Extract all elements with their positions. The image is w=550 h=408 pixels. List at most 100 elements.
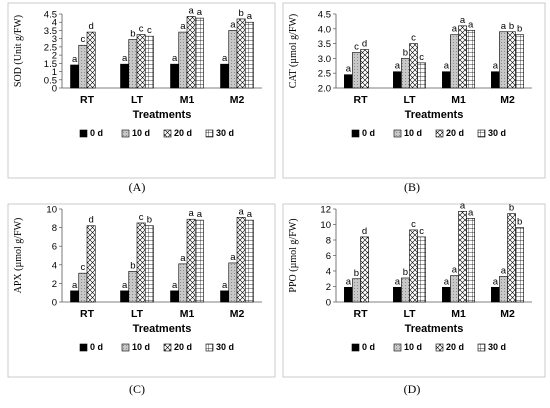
significance-label: c bbox=[139, 24, 144, 35]
bar-rt-20d bbox=[86, 225, 96, 303]
legend-swatch bbox=[351, 343, 360, 352]
significance-label: a bbox=[172, 53, 178, 64]
significance-label: b bbox=[517, 24, 522, 35]
y-tick-label: 0.5 bbox=[44, 75, 57, 86]
legend-entry: 30 d bbox=[488, 128, 506, 138]
y-tick-label: 3.5 bbox=[44, 26, 57, 37]
legend: 0 d 10 d 20 d 30 d bbox=[79, 128, 234, 138]
bar-m1-10d bbox=[450, 34, 459, 89]
bar-lt-0d bbox=[393, 71, 402, 89]
bar-m2-20d bbox=[507, 31, 516, 89]
y-tick-label: 8 bbox=[326, 236, 331, 247]
legend-swatch bbox=[205, 343, 214, 352]
significance-label: a bbox=[222, 280, 228, 291]
bar-lt-0d bbox=[393, 286, 402, 303]
legend-swatch bbox=[121, 129, 130, 138]
legend-swatch bbox=[477, 129, 486, 138]
bar-m2-0d bbox=[220, 63, 230, 89]
category-label: LT bbox=[131, 308, 144, 320]
legend-swatch bbox=[121, 343, 130, 352]
bar-lt-30d bbox=[417, 236, 426, 303]
bar-rt-0d bbox=[70, 64, 80, 89]
significance-label: a bbox=[122, 53, 128, 64]
bar-rt-10d bbox=[352, 278, 361, 303]
y-tick-label: 2 bbox=[326, 282, 331, 293]
y-tick-label: 4 bbox=[52, 260, 57, 271]
significance-label: b bbox=[238, 8, 243, 19]
y-tick-label: 4 bbox=[52, 18, 57, 29]
legend: 0 d 10 d 20 d 30 d bbox=[351, 342, 506, 352]
bar-lt-0d bbox=[120, 63, 130, 89]
y-tick-label: 6 bbox=[52, 242, 57, 253]
bar-m1-30d bbox=[466, 29, 475, 89]
legend-entry: 20 d bbox=[174, 128, 192, 138]
bar-m1-0d bbox=[170, 63, 180, 89]
category-label: M2 bbox=[500, 308, 515, 320]
significance-label: a bbox=[230, 252, 236, 263]
bar-lt-10d bbox=[401, 58, 410, 89]
significance-label: b bbox=[509, 203, 514, 214]
y-tick-label: 2.5 bbox=[44, 42, 57, 53]
legend-swatch bbox=[163, 129, 172, 138]
category-label: RT bbox=[354, 308, 369, 320]
significance-label: a bbox=[122, 280, 128, 291]
significance-label: a bbox=[230, 19, 236, 30]
significance-label: c bbox=[81, 262, 86, 273]
y-tick-label: 2.0 bbox=[318, 84, 331, 95]
legend-entry: 10 d bbox=[132, 342, 150, 352]
y-tick-label: 10 bbox=[46, 205, 57, 216]
bar-lt-30d bbox=[144, 35, 154, 89]
significance-label: a bbox=[172, 280, 178, 291]
y-tick-label: 10 bbox=[320, 220, 331, 231]
legend-entry: 30 d bbox=[216, 128, 234, 138]
significance-label: a bbox=[222, 53, 228, 64]
bar-m2-10d bbox=[499, 31, 508, 89]
significance-label: a bbox=[493, 61, 499, 72]
bar-m1-10d bbox=[178, 263, 188, 303]
legend-entry: 10 d bbox=[404, 342, 422, 352]
category-label: M2 bbox=[230, 308, 245, 320]
y-tick-label: 2 bbox=[52, 51, 57, 62]
bar-rt-10d bbox=[352, 52, 361, 89]
legend-swatch bbox=[205, 129, 214, 138]
legend-entry: 10 d bbox=[132, 128, 150, 138]
significance-label: d bbox=[362, 226, 367, 237]
significance-label: a bbox=[468, 207, 474, 218]
bar-rt-0d bbox=[344, 74, 353, 89]
bar-lt-10d bbox=[128, 39, 138, 89]
significance-label: a bbox=[197, 7, 203, 18]
bar-m1-0d bbox=[170, 290, 180, 303]
significance-label: a bbox=[452, 24, 458, 35]
y-tick-label: 2 bbox=[52, 279, 57, 290]
significance-label: c bbox=[354, 41, 359, 52]
legend-entry: 20 d bbox=[446, 128, 464, 138]
bar-m1-10d bbox=[450, 275, 459, 303]
bar-m2-10d bbox=[228, 262, 238, 303]
y-tick-label: 1 bbox=[52, 67, 57, 78]
bar-rt-20d bbox=[360, 236, 369, 303]
bar-lt-20d bbox=[136, 222, 146, 303]
bar-m1-20d bbox=[186, 16, 196, 89]
legend: 0 d 10 d 20 d 30 d bbox=[351, 128, 506, 138]
significance-label: a bbox=[346, 64, 352, 75]
bar-rt-20d bbox=[86, 31, 96, 89]
significance-label: a bbox=[238, 206, 244, 217]
significance-label: d bbox=[88, 21, 93, 32]
significance-label: a bbox=[444, 61, 450, 72]
y-tick-label: 12 bbox=[320, 205, 331, 216]
x-axis-title: Treatments bbox=[405, 109, 464, 121]
bar-m1-20d bbox=[186, 218, 196, 303]
legend-entry: 20 d bbox=[174, 342, 192, 352]
legend-entry: 0 d bbox=[362, 342, 375, 352]
significance-label: c bbox=[147, 25, 152, 36]
bar-m2-30d bbox=[515, 227, 524, 303]
panel-caption: (B) bbox=[404, 180, 420, 194]
significance-label: c bbox=[419, 52, 424, 63]
significance-label: d bbox=[362, 39, 367, 50]
bar-m2-30d bbox=[244, 219, 254, 303]
y-axis-title: PPO (µmol g/FW) bbox=[288, 218, 299, 292]
significance-label: a bbox=[468, 19, 474, 30]
bar-lt-20d bbox=[136, 34, 146, 89]
significance-label: b bbox=[354, 268, 359, 279]
